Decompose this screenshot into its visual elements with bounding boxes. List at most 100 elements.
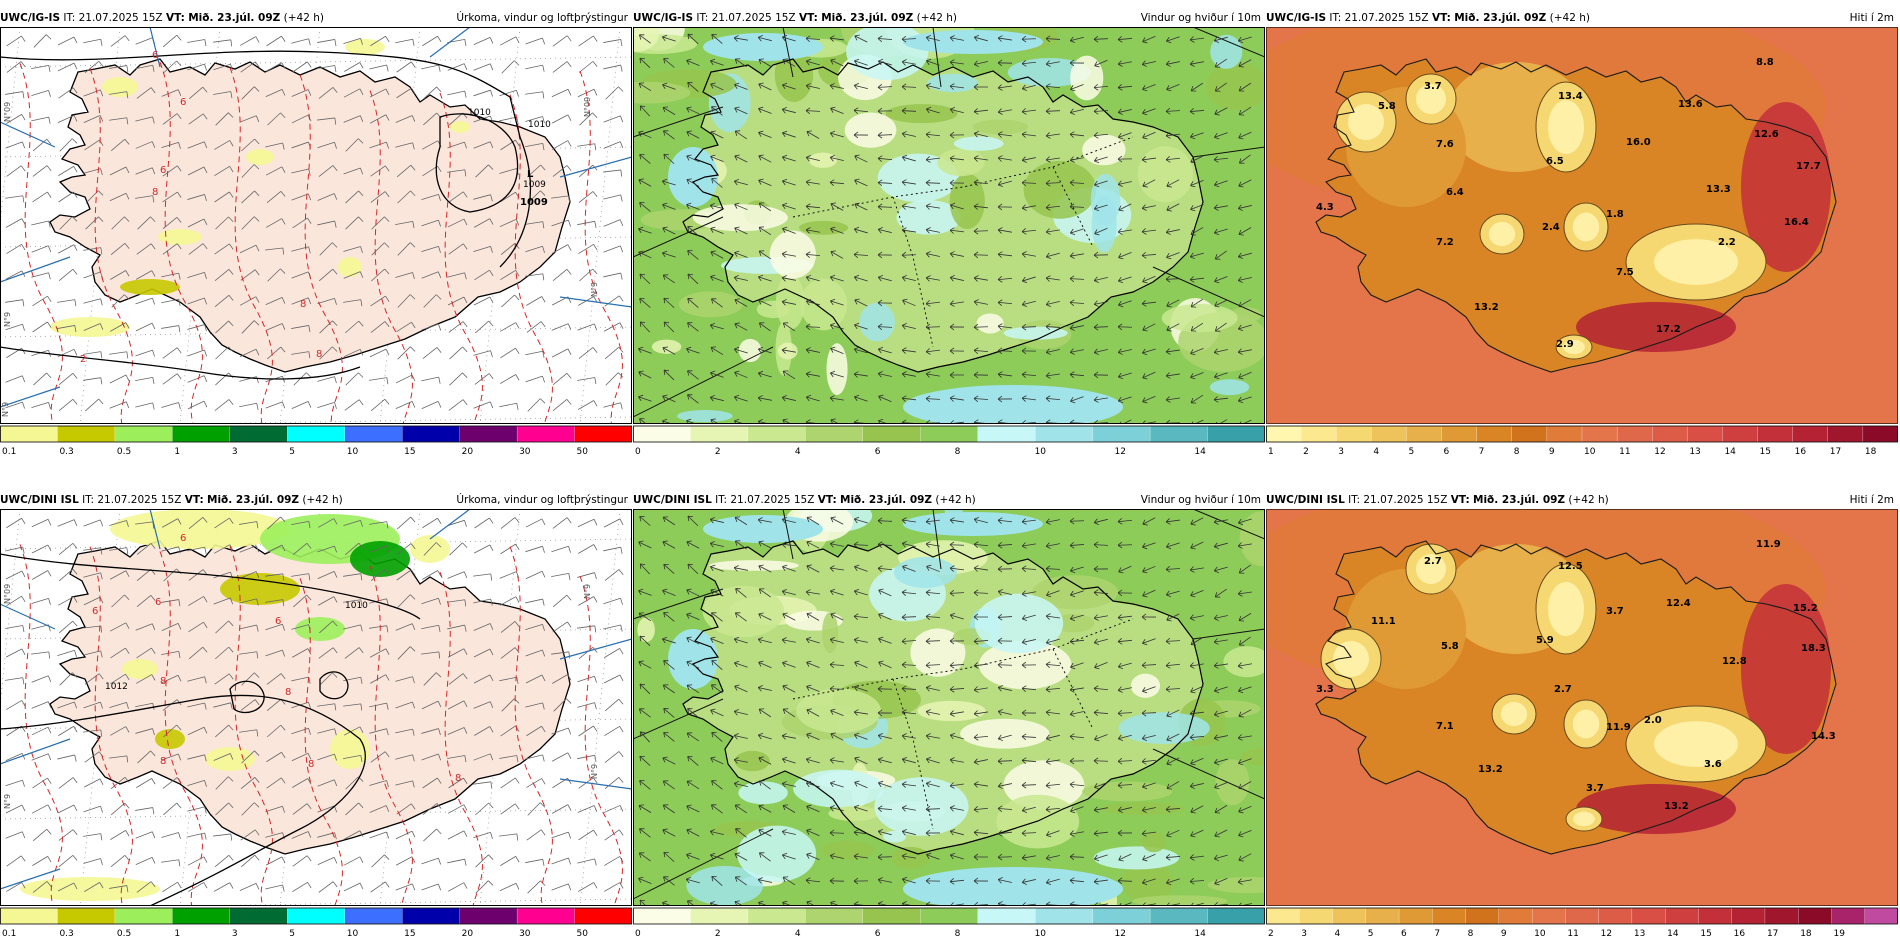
colorbar-label: 15 (1760, 447, 1771, 457)
colorbar-swatch (517, 426, 575, 442)
colorbar-label: 14 (1667, 929, 1679, 939)
panel-header: UWC/DINI ISL IT: 21.07.2025 15Z VT: Mið.… (633, 492, 1265, 509)
colorbar-swatch (1442, 426, 1478, 442)
panel-title: Hiti í 2m (1850, 492, 1894, 509)
panel-temp-bottom: UWC/DINI ISL IT: 21.07.2025 15Z VT: Mið.… (1266, 492, 1898, 952)
colorbar-swatch (1512, 426, 1548, 442)
colorbar-label: 13 (1634, 929, 1645, 939)
panel-wind-bottom: UWC/DINI ISL IT: 21.07.2025 15Z VT: Mið.… (633, 492, 1265, 952)
colorbar-label: 2 (715, 929, 721, 939)
temp-value: 13.2 (1664, 801, 1689, 812)
temp850-label: 8 (455, 773, 461, 784)
colorbar-swatch (1499, 908, 1533, 924)
wind-speed-area (1004, 327, 1068, 340)
isobar-label: 1012 (105, 682, 128, 692)
colorbar-swatch (1333, 908, 1367, 924)
colorbar-swatch (1532, 908, 1566, 924)
wind-speed-area (927, 74, 977, 92)
precip-area (246, 149, 274, 165)
temp-value: 8.8 (1756, 57, 1774, 68)
colorbar-label: 15 (404, 447, 415, 457)
colorbar-swatch (863, 908, 921, 924)
init-time-label: IT: (1329, 12, 1341, 24)
temp-value: 1.8 (1606, 209, 1624, 220)
wind-speed-area (859, 303, 895, 342)
colorbar-swatch (1665, 908, 1699, 924)
precip-area (205, 747, 255, 771)
temp-value: 7.2 (1436, 237, 1454, 248)
colorbar-label: 0 (635, 929, 641, 939)
glacier-cold-core (1548, 582, 1584, 636)
valid-time: Mið. 23.júl. 09Z (1473, 494, 1565, 506)
colorbar-swatch (863, 426, 921, 442)
colorbar-label: 1 (1268, 447, 1274, 457)
colorbar-swatch (1035, 908, 1093, 924)
panel-header: UWC/IG-IS IT: 21.07.2025 15Z VT: Mið. 23… (1266, 10, 1898, 27)
precip-area (155, 729, 185, 749)
colorbar-swatch (402, 908, 460, 924)
colorbar-swatch (115, 426, 173, 442)
colorbar-swatch (172, 426, 230, 442)
temp-value: 7.6 (1436, 139, 1454, 150)
colorbar-label: 11 (1567, 929, 1578, 939)
colorbar-label: 17 (1767, 929, 1778, 939)
colorbar-swatch (1150, 908, 1208, 924)
colorbar-label: 20 (462, 929, 474, 939)
latitude-label: N°09 (583, 97, 592, 117)
panel-temp-top: UWC/IG-IS IT: 21.07.2025 15Z VT: Mið. 23… (1266, 10, 1898, 470)
colorbar-swatch (1722, 426, 1758, 442)
panel-title: Vindur og hviður í 10m (1141, 492, 1261, 509)
colorbar-swatch (1765, 908, 1799, 924)
colorbar-swatch (1687, 426, 1723, 442)
init-time-label: IT: (1348, 494, 1360, 506)
wind-speed-area (937, 149, 984, 177)
valid-time-label: VT: (185, 494, 204, 506)
precip-area (102, 77, 138, 97)
model-name: UWC/DINI ISL (0, 494, 79, 506)
wind-speed-area (891, 847, 930, 869)
valid-time-label: VT: (799, 12, 818, 24)
temp-value: 11.9 (1606, 722, 1631, 733)
colorbar-label: 15 (404, 929, 415, 939)
colorbar-label: 12 (1601, 929, 1612, 939)
colorbar-swatch (1652, 426, 1688, 442)
temp-value: 17.7 (1796, 161, 1821, 172)
map-area (633, 27, 1265, 424)
temp-value: 3.7 (1606, 606, 1624, 617)
temp-value: 13.2 (1474, 302, 1499, 313)
lead-time: (+42 h) (935, 494, 975, 506)
colorbar-label: 0 (635, 447, 641, 457)
colorbar-label: 4 (795, 447, 801, 457)
colorbar-swatch (1301, 426, 1337, 442)
wind-speed-area (1024, 161, 1097, 219)
lead-time: (+42 h) (1550, 12, 1590, 24)
colorbar-label: 6 (1401, 929, 1407, 939)
colorbar-swatch (517, 908, 575, 924)
valid-time-label: VT: (818, 494, 837, 506)
colorbar-swatch (1266, 426, 1302, 442)
colorbar-swatch (1831, 908, 1865, 924)
colorbar-swatch (1150, 426, 1208, 442)
model-name: UWC/DINI ISL (633, 494, 712, 506)
model-name: UWC/IG-IS (1266, 12, 1326, 24)
colorbar-swatch (1599, 908, 1633, 924)
temp-value: 2.9 (1556, 339, 1574, 350)
wind-speed-area (1131, 674, 1160, 698)
latitude-label: N°9 (1, 402, 10, 417)
colorbar-swatch (1299, 908, 1333, 924)
temp850-label: 6 (180, 97, 186, 108)
init-time: 21.07.2025 15Z (1345, 12, 1429, 24)
temp850-label: 8 (300, 299, 306, 310)
latitude-label: N°9 (590, 282, 599, 297)
wind-speed-area (954, 136, 1004, 150)
colorbar-swatch (0, 426, 58, 442)
latitude-label: N°09 (3, 102, 12, 122)
wind-speed-area (679, 291, 743, 317)
temp-value: 3.3 (1316, 684, 1334, 695)
gust-area (703, 515, 823, 543)
